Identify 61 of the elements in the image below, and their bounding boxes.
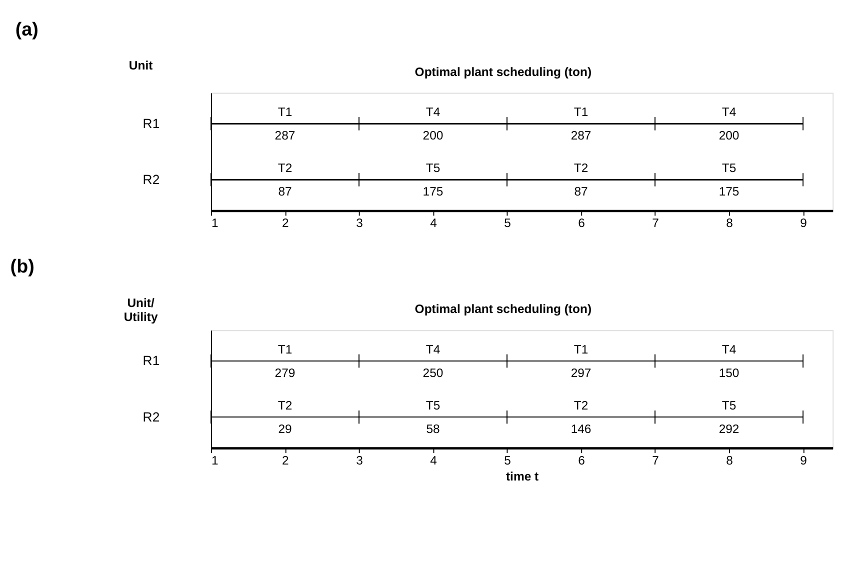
series-label: T1 xyxy=(574,105,588,120)
chart-subtitle: Optimal plant scheduling (ton) xyxy=(414,64,592,79)
series-label: T4 xyxy=(426,342,440,356)
series-label: T4 xyxy=(722,342,736,356)
annotation: 58 xyxy=(426,422,440,436)
x-tick-label: 4 xyxy=(430,216,438,230)
series-label: T4 xyxy=(722,105,736,120)
annotation: 87 xyxy=(574,184,588,199)
annotation: 200 xyxy=(718,128,740,143)
annotation: 175 xyxy=(422,184,444,199)
text: (a) xyxy=(15,18,38,40)
annotation: 87 xyxy=(278,184,292,199)
annotation: 200 xyxy=(422,128,444,143)
annotation: 287 xyxy=(570,128,592,143)
annotation: 250 xyxy=(422,366,444,380)
series-label: T5 xyxy=(722,398,736,413)
series-label: T1 xyxy=(278,342,292,356)
y-tick-label: R1 xyxy=(142,116,160,131)
x-tick-label: 8 xyxy=(726,216,734,230)
series-label: T5 xyxy=(426,161,440,176)
text: (b) xyxy=(10,256,34,277)
series-label: T4 xyxy=(426,105,440,120)
x-tick-label: 2 xyxy=(282,453,290,468)
annotation: 297 xyxy=(570,366,592,380)
x-tick-label: 3 xyxy=(356,216,364,230)
x-axis-title: time t xyxy=(506,469,539,484)
series-label: T2 xyxy=(574,161,588,176)
x-tick-label: 7 xyxy=(652,453,660,468)
y-tick-label: R1 xyxy=(142,353,160,368)
series-label: T2 xyxy=(574,398,588,413)
annotation: 292 xyxy=(718,422,740,436)
annotation: 175 xyxy=(718,184,740,199)
chart-subtitle: Optimal plant scheduling (ton) xyxy=(414,302,592,316)
x-tick-label: 9 xyxy=(800,453,808,468)
x-tick-label: 7 xyxy=(652,216,660,230)
x-tick-label: 6 xyxy=(578,216,586,230)
x-tick-label: 6 xyxy=(578,453,586,468)
annotation: 150 xyxy=(718,366,740,380)
annotation: 279 xyxy=(274,366,296,380)
series-label: T5 xyxy=(426,398,440,413)
series-label: T5 xyxy=(722,161,736,176)
x-tick-label: 1 xyxy=(211,453,218,468)
x-tick-label: 4 xyxy=(430,453,438,468)
series-label: T1 xyxy=(278,105,292,120)
y-tick-label: R2 xyxy=(142,172,160,187)
y-axis-title: Unit xyxy=(128,58,153,73)
annotation: 146 xyxy=(570,422,592,436)
series-label: T2 xyxy=(278,161,292,176)
x-tick-label: 5 xyxy=(504,216,512,230)
x-tick-label: 1 xyxy=(211,216,218,230)
series-label: T2 xyxy=(278,398,292,413)
x-tick-label: 9 xyxy=(800,216,808,230)
annotation: 287 xyxy=(274,128,296,143)
y-tick-label: R2 xyxy=(142,409,160,424)
x-tick-label: 5 xyxy=(504,453,512,468)
x-tick-label: 3 xyxy=(356,453,364,468)
y-axis-title: Unit/ Utility xyxy=(124,296,158,324)
x-tick-label: 2 xyxy=(282,216,290,230)
series-label: T1 xyxy=(574,342,588,356)
annotation: 29 xyxy=(278,422,292,436)
x-tick-label: 8 xyxy=(726,453,734,468)
